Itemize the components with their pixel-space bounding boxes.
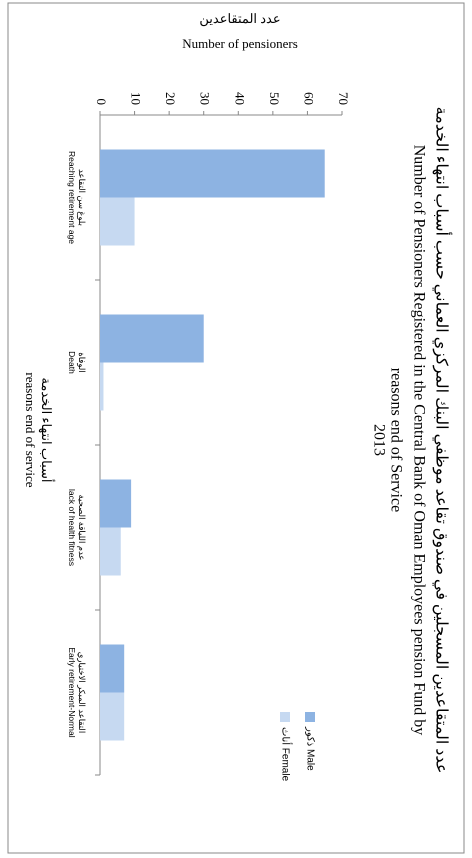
bar	[100, 479, 132, 528]
y-tick-label: 50	[267, 92, 282, 105]
x-tick-label: Reaching retirement age	[67, 151, 77, 244]
bar	[100, 314, 204, 363]
x-tick-label: Early retirement-Normal	[67, 647, 77, 737]
legend-swatch	[305, 712, 315, 722]
legend-swatch	[280, 712, 290, 722]
chart-title: عدد المتقاعدين المسجلين في صندوق تقاعد م…	[432, 107, 452, 774]
y-tick-label: 70	[336, 92, 351, 105]
bar	[100, 197, 135, 246]
legend-label: أناث Female	[279, 727, 292, 782]
y-tick-label: 30	[198, 92, 213, 105]
x-tick-label: lack of health fitness	[67, 489, 77, 566]
y-axis-title: Number of pensioners	[182, 36, 298, 51]
chart-title: Number of Pensioners Registered in the C…	[410, 145, 427, 736]
rotated-chart: عدد المتقاعدين المسجلين في صندوق تقاعد م…	[23, 11, 452, 782]
x-tick-label: التقاعد المبكر الاختياري	[76, 652, 87, 733]
bar	[100, 527, 121, 576]
bar	[100, 644, 125, 693]
bar	[100, 692, 125, 741]
bar	[100, 149, 325, 198]
y-tick-label: 60	[301, 92, 316, 105]
chart-title: reasons end of Service	[387, 368, 404, 512]
chart-title: 2013	[370, 424, 387, 456]
y-tick-label: 20	[163, 92, 178, 105]
legend-label: ذكور Male	[304, 726, 315, 771]
y-tick-label: 0	[94, 99, 109, 106]
bar	[100, 362, 104, 411]
y-axis-title: عدد المتقاعدين	[199, 11, 280, 27]
x-axis-title: أسباب انتهاء الخدمة	[38, 377, 55, 482]
x-axis-title: reasons end of service	[23, 372, 38, 487]
x-tick-label: عدم اللياقة الصحية	[76, 495, 87, 561]
frame	[7, 2, 465, 854]
x-tick-label: بلوغ سن التقاعد	[76, 169, 87, 226]
y-tick-label: 40	[232, 92, 247, 105]
x-tick-label: Death	[67, 351, 77, 374]
x-tick-label: الوفاة	[76, 352, 87, 372]
y-tick-label: 10	[129, 92, 144, 105]
